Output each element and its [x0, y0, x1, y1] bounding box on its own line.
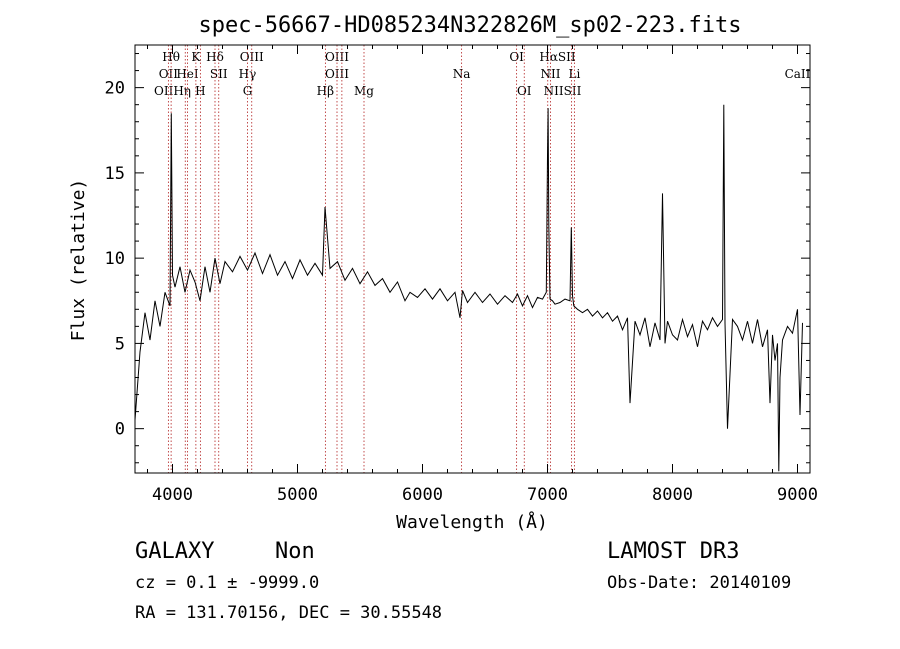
x-axis-label: Wavelength (Å) — [396, 511, 548, 533]
x-tick-label-0: 4000 — [152, 485, 193, 505]
spectral-line-markers — [167, 45, 575, 473]
x-tick-label-5: 9000 — [777, 485, 818, 505]
y-tick-label-0: 0 — [115, 420, 125, 440]
y-tick-label-1: 5 — [115, 334, 125, 354]
chart-title: spec-56667-HD085234N322826M_sp02-223.fit… — [198, 13, 741, 38]
y-axis-label: Flux (relative) — [68, 179, 89, 342]
plot-frame — [134, 44, 811, 474]
observation-date: Obs-Date: 20140109 — [607, 573, 792, 593]
coordinates-line: RA = 131.70156, DEC = 30.55548 — [135, 603, 443, 623]
x-tick-label-1: 5000 — [277, 485, 318, 505]
spectrum-series — [134, 104, 803, 472]
x-tick-label-3: 7000 — [527, 485, 568, 505]
line-label-r0-6: HαSII — [539, 50, 576, 64]
y-tick-label-4: 20 — [105, 79, 125, 99]
object-subclass: Non — [275, 539, 315, 564]
redshift-line: cz = 0.1 ± -9999.0 — [135, 573, 320, 593]
line-label-r1-8: CaII — [785, 67, 811, 81]
object-class: GALAXY — [135, 539, 215, 564]
line-label-r0-1: K — [191, 50, 201, 64]
axis-ticks: 4000 5000 6000 7000 8000 9000 0 5 10 15 20 — [105, 45, 818, 505]
x-tick-label-4: 8000 — [652, 485, 693, 505]
spectrum-line-0 — [134, 104, 803, 472]
y-tick-label-3: 15 — [105, 164, 125, 184]
x-tick-label-2: 6000 — [402, 485, 443, 505]
y-tick-label-2: 10 — [105, 249, 125, 269]
survey-name: LAMOST DR3 — [607, 539, 740, 564]
line-label-r2-0: OIIHη — [154, 84, 191, 98]
line-label-r2-6: NIISII — [544, 84, 582, 98]
